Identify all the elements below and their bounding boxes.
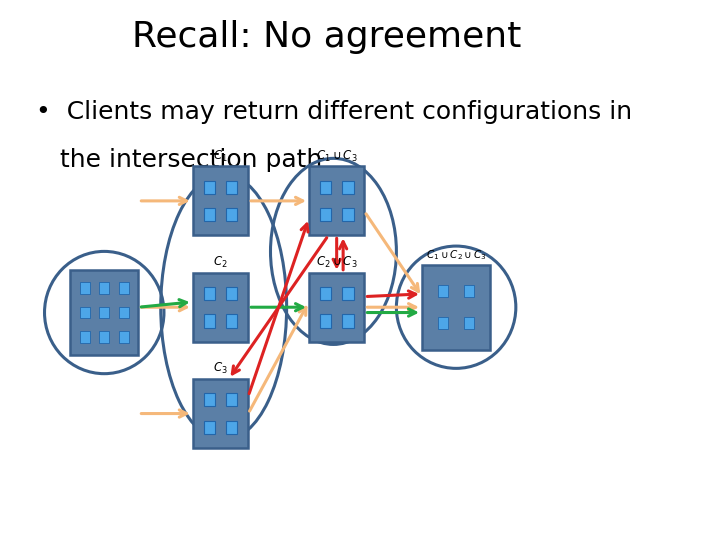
FancyBboxPatch shape [309,273,364,342]
FancyBboxPatch shape [464,318,474,329]
FancyBboxPatch shape [438,318,449,329]
Text: the intersection path: the intersection path [37,148,323,172]
Text: Recall: No agreement: Recall: No agreement [132,20,522,54]
FancyBboxPatch shape [438,285,449,297]
FancyBboxPatch shape [342,208,354,221]
FancyBboxPatch shape [204,393,215,407]
FancyBboxPatch shape [320,208,331,221]
FancyBboxPatch shape [99,282,109,294]
FancyBboxPatch shape [204,180,215,194]
FancyBboxPatch shape [79,307,90,319]
FancyBboxPatch shape [79,282,90,294]
FancyBboxPatch shape [320,314,331,328]
Text: $C_1 \cup C_3$: $C_1 \cup C_3$ [316,148,358,164]
FancyBboxPatch shape [320,180,331,194]
FancyBboxPatch shape [464,285,474,297]
FancyBboxPatch shape [99,307,109,319]
FancyBboxPatch shape [99,331,109,342]
FancyBboxPatch shape [320,287,331,300]
FancyBboxPatch shape [119,331,129,342]
FancyBboxPatch shape [204,208,215,221]
Text: •  Clients may return different configurations in: • Clients may return different configura… [37,100,633,124]
FancyBboxPatch shape [226,208,238,221]
FancyBboxPatch shape [204,314,215,328]
FancyBboxPatch shape [119,307,129,319]
FancyBboxPatch shape [226,421,238,434]
FancyBboxPatch shape [226,393,238,407]
Text: $C_2$: $C_2$ [213,255,228,270]
FancyBboxPatch shape [119,282,129,294]
FancyBboxPatch shape [71,270,138,355]
FancyBboxPatch shape [193,166,248,235]
Text: $C_1$: $C_1$ [213,148,228,164]
FancyBboxPatch shape [79,331,90,342]
Text: $C_2 \cup C_3$: $C_2 \cup C_3$ [316,255,358,270]
FancyBboxPatch shape [193,273,248,342]
FancyBboxPatch shape [226,180,238,194]
Text: $C_1 \cup C_2 \cup C_3$: $C_1 \cup C_2 \cup C_3$ [426,248,487,262]
FancyBboxPatch shape [309,166,364,235]
FancyBboxPatch shape [342,180,354,194]
FancyBboxPatch shape [193,379,248,448]
FancyBboxPatch shape [226,287,238,300]
FancyBboxPatch shape [204,421,215,434]
FancyBboxPatch shape [342,314,354,328]
FancyBboxPatch shape [422,265,490,350]
Text: $C_3$: $C_3$ [213,361,228,376]
FancyBboxPatch shape [342,287,354,300]
FancyBboxPatch shape [204,287,215,300]
FancyBboxPatch shape [226,314,238,328]
